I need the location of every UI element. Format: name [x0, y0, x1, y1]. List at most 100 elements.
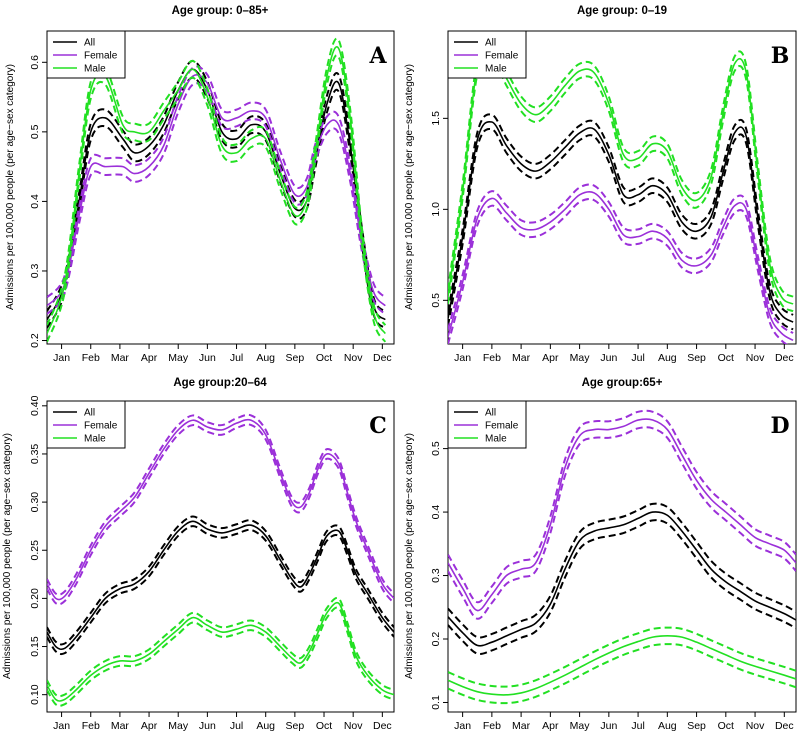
panel-title: Age group:65+	[582, 377, 663, 389]
x-tick-label: Mar	[512, 720, 531, 732]
x-tick-label: May	[570, 720, 591, 732]
y-tick-label: 0.20	[29, 588, 41, 609]
series-all-lower-ci	[448, 128, 794, 331]
x-tick-label: Jan	[454, 352, 471, 364]
x-tick-label: Jun	[199, 720, 216, 732]
series-female-lower-ci	[47, 82, 387, 315]
panel-tag: B	[771, 43, 790, 69]
x-tick-label: Dec	[775, 720, 794, 732]
panel-tag: C	[369, 413, 387, 439]
x-tick-label: Jun	[199, 352, 216, 364]
x-tick-label: Dec	[373, 720, 392, 732]
y-axis-label: Admissions per 100,000 people (per age−s…	[404, 433, 415, 679]
legend-label-all: All	[485, 38, 496, 49]
x-tick-label: Oct	[316, 352, 332, 364]
y-tick-label: 1.0	[430, 202, 442, 217]
x-tick-label: Sep	[286, 720, 305, 732]
legend-box	[46, 400, 126, 449]
x-tick-label: Sep	[687, 720, 706, 732]
y-tick-label: 0.40	[29, 395, 41, 416]
y-tick-label: 0.1	[430, 695, 442, 710]
series-male-upper-ci	[47, 37, 387, 326]
series-all-line	[47, 520, 394, 651]
y-tick-label: 0.2	[430, 632, 442, 647]
legend-label-female: Female	[485, 421, 519, 432]
series-all-upper-ci	[448, 113, 794, 316]
series-all-upper-ci	[47, 515, 394, 646]
x-tick-label: Feb	[82, 720, 100, 732]
x-tick-label: Jun	[600, 720, 617, 732]
x-tick-label: Dec	[775, 352, 794, 364]
y-tick-label: 0.4	[29, 194, 41, 209]
y-tick-label: 0.35	[29, 444, 41, 465]
series-female-upper-ci	[47, 413, 394, 596]
series-all-line	[47, 68, 386, 321]
legend-label-male: Male	[485, 64, 507, 75]
y-tick-label: 0.25	[29, 540, 41, 561]
legend-label-all: All	[485, 408, 496, 419]
y-tick-label: 0.4	[430, 505, 442, 520]
plot-frame	[46, 30, 395, 345]
series-male-lower-ci	[47, 54, 387, 343]
y-axis-label: Admissions per 100,000 people (per age−s…	[2, 433, 13, 679]
x-tick-label: May	[570, 352, 591, 364]
y-tick-label: 0.3	[430, 568, 442, 583]
x-tick-label: Aug	[658, 352, 677, 364]
series-all-upper-ci	[448, 502, 796, 639]
series-female-line	[47, 418, 394, 601]
x-tick-label: Mar	[111, 720, 130, 732]
series-female-line	[47, 74, 386, 307]
x-tick-label: Aug	[256, 352, 275, 364]
y-tick-label: 0.5	[430, 441, 442, 456]
x-tick-label: Aug	[658, 720, 677, 732]
x-tick-label: Oct	[718, 720, 734, 732]
x-tick-label: Jan	[53, 720, 70, 732]
legend-label-female: Female	[84, 51, 118, 62]
x-tick-label: Jan	[53, 352, 70, 364]
y-tick-label: 0.5	[29, 124, 41, 139]
y-tick-label: 0.15	[29, 636, 41, 657]
panel-title: Age group:20–64	[173, 377, 267, 389]
x-tick-label: Jan	[454, 720, 471, 732]
series-male-lower-ci	[47, 606, 394, 707]
x-tick-label: Apr	[542, 352, 559, 364]
series-all-line	[448, 120, 794, 323]
series-male-line	[47, 601, 394, 702]
curves	[448, 40, 794, 344]
series-female-lower-ci	[47, 423, 394, 606]
panel-tag: D	[770, 413, 789, 439]
x-tick-label: Jul	[230, 352, 243, 364]
y-tick-label: 0.30	[29, 492, 41, 513]
legend: All Female Male	[46, 30, 126, 79]
x-tick-label: Jun	[600, 352, 617, 364]
x-tick-label: Feb	[483, 720, 501, 732]
legend-label-male: Male	[485, 434, 507, 445]
y-axis-label: Admissions per 100,000 people (per age−s…	[404, 64, 415, 310]
legend-label-all: All	[84, 38, 95, 49]
x-tick-label: Apr	[141, 720, 158, 732]
x-tick-label: May	[168, 720, 189, 732]
x-tick-label: Oct	[718, 352, 734, 364]
x-tick-label: Nov	[344, 720, 363, 732]
series-all-line	[448, 511, 796, 647]
x-tick-label: Apr	[542, 720, 559, 732]
series-male-upper-ci	[448, 626, 796, 688]
panel-title: Age group: 0–19	[577, 5, 667, 17]
x-tick-label: Feb	[82, 352, 100, 364]
x-tick-label: Dec	[373, 352, 392, 364]
y-tick-label: 0.2	[29, 333, 41, 348]
x-tick-label: Mar	[512, 352, 531, 364]
series-male-lower-ci	[448, 55, 794, 313]
x-tick-label: Aug	[256, 720, 275, 732]
plot-frame	[46, 400, 395, 713]
series-male-line	[448, 635, 796, 696]
series-female-line	[448, 190, 794, 342]
x-tick-label: Mar	[111, 352, 130, 364]
legend-label-male: Male	[84, 64, 106, 75]
panel-title: Age group: 0–85+	[172, 5, 269, 17]
x-tick-label: Sep	[286, 352, 305, 364]
x-tick-label: Nov	[746, 720, 765, 732]
legend: All Female Male	[46, 400, 126, 449]
panel-C: Age group:20–64 Admissions per 100,000 pe…	[2, 377, 395, 732]
